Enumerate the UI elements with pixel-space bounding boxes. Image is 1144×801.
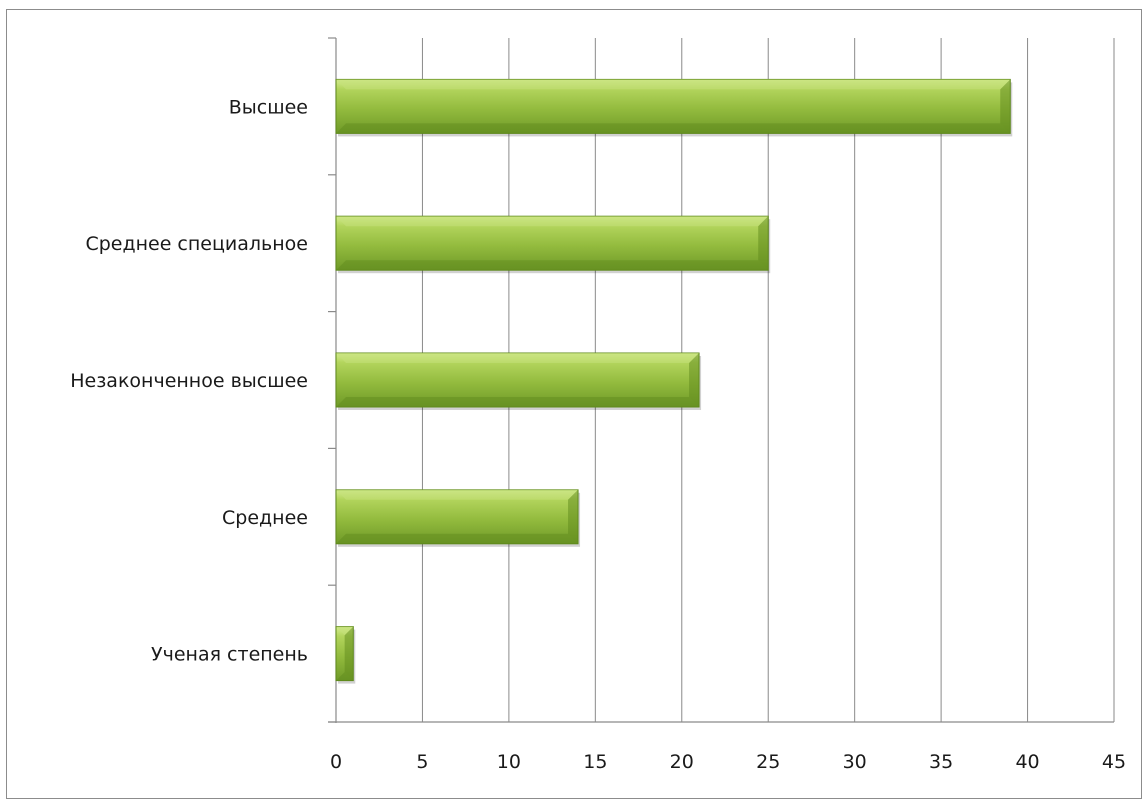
- bar-bevel-bottom: [336, 534, 578, 544]
- bar: [336, 79, 1012, 136]
- x-tick-label: 10: [497, 751, 521, 773]
- bar-bevel-bottom: [336, 123, 1010, 133]
- bar-bevel-top: [336, 79, 1010, 89]
- bar-bevel-top: [336, 490, 578, 500]
- x-tick-label: 25: [756, 751, 780, 773]
- category-label: Незаконченное высшее: [70, 370, 308, 392]
- x-tick-label: 5: [416, 751, 428, 773]
- bar: [336, 353, 701, 410]
- bar-bevel-top: [336, 216, 768, 226]
- x-tick-label: 35: [929, 751, 953, 773]
- bar-bevel-top: [336, 353, 699, 363]
- category-label: Ученая степень: [151, 644, 308, 666]
- x-tick-label: 15: [583, 751, 607, 773]
- bar: [336, 627, 355, 684]
- bar-bevel-right: [345, 627, 354, 681]
- category-label: Среднее: [222, 507, 308, 529]
- x-tick-label: 0: [330, 751, 342, 773]
- bars: [336, 79, 1012, 683]
- bar-bevel-bottom: [336, 397, 699, 407]
- bar-bevel-bottom: [336, 260, 768, 270]
- x-tick-label: 45: [1102, 751, 1126, 773]
- x-tick-label: 30: [843, 751, 867, 773]
- x-tick-labels: 0 5 10 15 20 25 30 35 40 45: [330, 751, 1126, 773]
- category-labels: Высшее Среднее специальное Незаконченное в…: [70, 96, 308, 665]
- x-tick-label: 40: [1015, 751, 1039, 773]
- category-label: Среднее специальное: [85, 233, 308, 255]
- category-label: Высшее: [229, 96, 308, 118]
- bar: [336, 216, 770, 273]
- bar: [336, 490, 580, 547]
- x-tick-label: 20: [670, 751, 694, 773]
